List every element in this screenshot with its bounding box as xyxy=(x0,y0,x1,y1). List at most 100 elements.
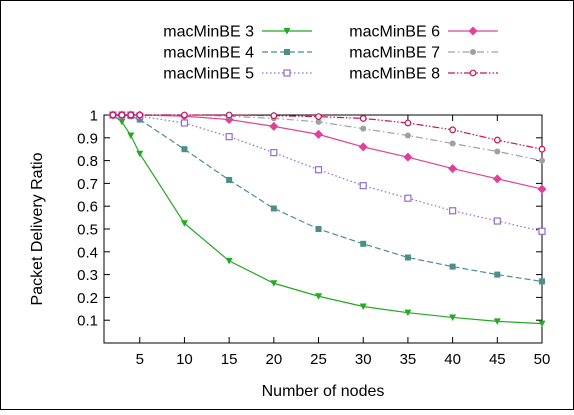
data-point xyxy=(127,132,135,140)
legend-item-1: macMinBE 3 xyxy=(163,24,312,41)
x-tick-label: 30 xyxy=(355,351,372,368)
data-point xyxy=(538,227,546,235)
data-point xyxy=(315,293,323,300)
data-point xyxy=(225,257,233,265)
data-point xyxy=(538,145,546,153)
data-point xyxy=(118,118,126,126)
x-axis-label: Number of nodes xyxy=(262,383,385,400)
legend-swatch-marker xyxy=(468,26,478,36)
legend-swatch-marker xyxy=(469,69,477,77)
data-point xyxy=(359,303,367,311)
data-point xyxy=(225,111,233,119)
y-tick-label: 0.8 xyxy=(77,153,98,170)
x-tick-label: 15 xyxy=(221,351,238,368)
data-point xyxy=(492,174,502,184)
legend-label: macMinBE 5 xyxy=(163,66,254,83)
legend-item-3: macMinBE 5 xyxy=(163,66,312,83)
data-point xyxy=(493,217,501,225)
series-1 xyxy=(109,112,546,328)
y-tick-label: 0.1 xyxy=(77,313,98,330)
data-point xyxy=(404,309,412,317)
data-point xyxy=(360,125,367,132)
data-point xyxy=(118,111,126,119)
legend-item-2: macMinBE 4 xyxy=(163,45,312,62)
data-point xyxy=(404,119,412,127)
series-layer xyxy=(108,110,547,328)
legend-swatch-marker xyxy=(284,49,290,55)
data-point xyxy=(270,205,277,212)
axis-ticks: 0.10.20.30.40.50.60.70.80.915 10 15 20 25 30 3… xyxy=(77,108,550,369)
data-point xyxy=(449,314,457,321)
data-point xyxy=(448,164,458,174)
data-point xyxy=(181,146,188,153)
data-point xyxy=(226,176,233,183)
legend-item-6: macMinBE 8 xyxy=(349,66,498,83)
data-point xyxy=(449,207,457,215)
x-tick-label: 10 xyxy=(176,351,193,368)
y-tick-label: 0.3 xyxy=(77,267,98,284)
data-point xyxy=(269,121,279,131)
y-tick-label: 0.5 xyxy=(77,222,98,239)
data-point xyxy=(539,278,545,285)
data-point xyxy=(404,254,411,261)
data-point xyxy=(109,111,117,119)
data-point xyxy=(127,111,135,119)
y-axis-label: Packet Delivery Ratio xyxy=(29,152,46,305)
data-point xyxy=(539,157,545,164)
data-point xyxy=(270,280,278,287)
legend: macMinBE 3 macMinBE 4 macMinBE 5 macMinBE 6… xyxy=(163,24,498,83)
legend-item-5: macMinBE 7 xyxy=(349,45,498,62)
data-point xyxy=(270,112,278,120)
data-point xyxy=(403,152,413,162)
legend-label: macMinBE 3 xyxy=(163,24,254,41)
legend-label: macMinBE 6 xyxy=(349,24,440,41)
data-point xyxy=(537,184,547,194)
x-tick-label: 35 xyxy=(400,351,417,368)
legend-swatch-marker xyxy=(283,28,291,35)
data-point xyxy=(180,220,188,227)
y-tick-label: 0.6 xyxy=(77,199,98,216)
data-point xyxy=(358,142,368,152)
y-tick-label: 1 xyxy=(90,108,98,125)
y-tick-label: 0.4 xyxy=(77,244,98,261)
x-tick-label: 25 xyxy=(310,351,327,368)
data-point xyxy=(359,182,367,190)
x-tick-label: 50 xyxy=(534,351,551,368)
data-point xyxy=(449,140,456,147)
data-point xyxy=(136,111,144,119)
x-tick-label: 20 xyxy=(265,351,282,368)
legend-label: macMinBE 7 xyxy=(349,45,440,62)
y-tick-label: 0.7 xyxy=(77,176,98,193)
data-point xyxy=(493,318,501,325)
data-point xyxy=(494,148,501,155)
data-point xyxy=(404,194,412,202)
data-point xyxy=(360,240,367,247)
legend-label: macMinBE 4 xyxy=(163,45,254,62)
data-point xyxy=(181,111,188,119)
data-point xyxy=(136,150,144,158)
legend-swatch-marker xyxy=(470,49,476,55)
data-point xyxy=(493,136,501,144)
legend-swatch-marker xyxy=(283,69,291,77)
x-tick-label: 5 xyxy=(136,351,144,368)
legend-label: macMinBE 8 xyxy=(349,66,440,83)
data-point xyxy=(538,320,546,328)
data-point xyxy=(315,226,322,232)
data-point xyxy=(270,149,278,157)
data-point xyxy=(225,133,233,141)
data-point xyxy=(359,115,367,122)
data-point xyxy=(315,118,322,125)
data-point xyxy=(180,119,189,127)
data-point xyxy=(314,129,324,139)
series-6 xyxy=(109,111,546,153)
data-point xyxy=(494,271,501,278)
data-point xyxy=(314,166,323,174)
data-point xyxy=(315,113,322,120)
x-tick-label: 45 xyxy=(489,351,506,368)
x-tick-label: 40 xyxy=(444,351,461,368)
data-point xyxy=(449,263,456,270)
y-tick-label: 0.9 xyxy=(77,130,98,147)
